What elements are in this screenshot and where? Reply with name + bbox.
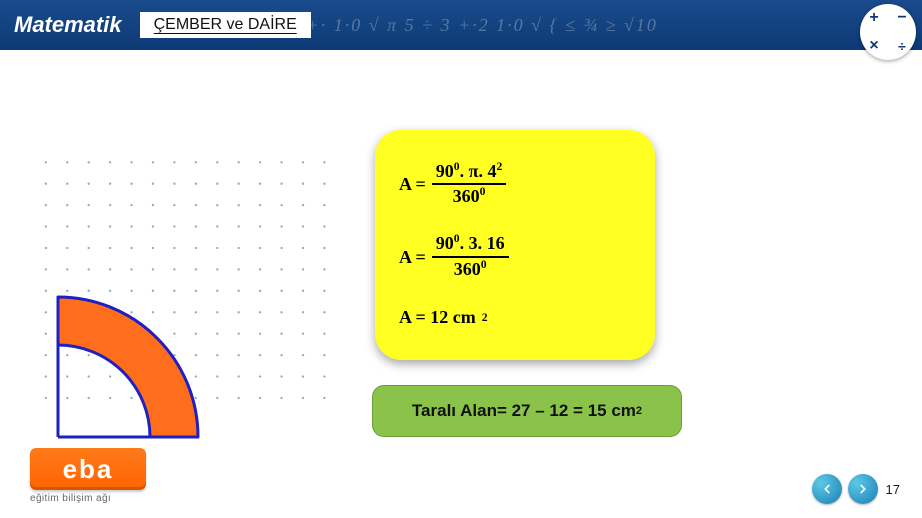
eba-logo-subtitle: eğitim bilişim ağı — [30, 493, 111, 504]
math-ops-badge: + − × ÷ — [860, 4, 916, 60]
annulus-diagram — [45, 285, 215, 445]
header-subtitle: ÇEMBER ve DAİRE — [140, 12, 311, 38]
page-nav: 17 — [812, 474, 900, 504]
result-text: Taralı Alan= 27 – 12 = 15 cm — [412, 401, 636, 421]
page-number: 17 — [886, 482, 900, 497]
header-bar: π 5 ÷ 3 +·2 1 +· 1·0 √ π 5 ÷ 3 +·2 1·0 √… — [0, 0, 922, 50]
formula2-lhs: A = — [399, 247, 426, 268]
formula-card: A = 900. π. 42 3600 A = 900. 3. 16 3600 — [375, 130, 655, 360]
formula2-fraction: 900. 3. 16 3600 — [432, 234, 509, 280]
formula-line-2: A = 900. 3. 16 3600 — [399, 234, 631, 280]
formula-line-1: A = 900. π. 42 3600 — [399, 162, 631, 208]
formula3-text: A = 12 cm — [399, 307, 476, 328]
result-card: Taralı Alan= 27 – 12 = 15 cm2 — [372, 385, 682, 437]
badge-plus: + — [860, 4, 888, 32]
formula1-fraction: 900. π. 42 3600 — [432, 162, 507, 208]
badge-minus: − — [888, 4, 916, 32]
arrow-left-icon — [820, 482, 834, 496]
prev-button[interactable] — [812, 474, 842, 504]
eba-logo-box: eba — [30, 448, 146, 490]
formula-line-3: A = 12 cm2 — [399, 307, 631, 328]
brand-title: Matematik — [14, 12, 122, 38]
next-button[interactable] — [848, 474, 878, 504]
eba-logo: eba eğitim bilişim ağı — [30, 448, 146, 504]
content-area: A = 900. π. 42 3600 A = 900. 3. 16 3600 — [0, 50, 922, 518]
arrow-right-icon — [856, 482, 870, 496]
formula1-lhs: A = — [399, 174, 426, 195]
